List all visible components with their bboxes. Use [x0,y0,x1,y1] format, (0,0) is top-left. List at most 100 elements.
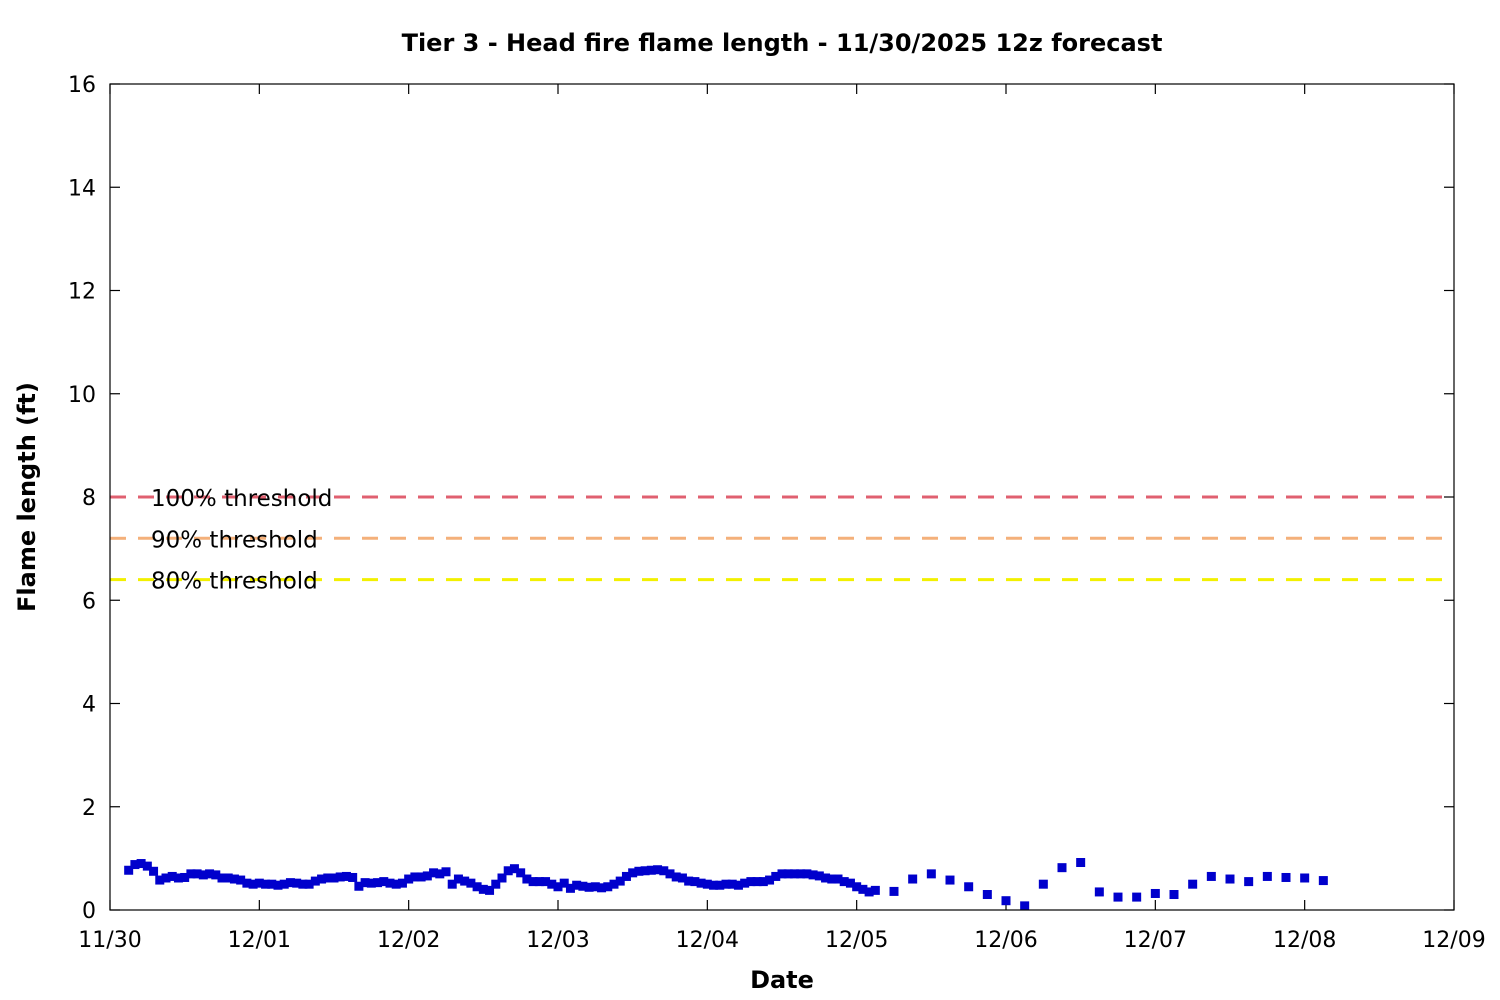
data-point [192,869,202,879]
x-tick-label: 12/04 [676,928,739,953]
data-point [161,873,171,883]
data-point [964,882,974,892]
data-point [317,874,327,884]
data-point [1057,863,1067,873]
data-point [397,878,407,888]
data-point [130,860,140,870]
data-point [1300,873,1310,883]
data-point [684,876,694,886]
x-tick-label: 12/09 [1422,928,1485,953]
y-tick-label: 4 [82,693,96,718]
threshold-label: 90% threshold [151,527,318,553]
data-point [360,878,370,888]
data-point [677,873,687,883]
y-axis-ticks: 0 2 4 6 8 10 12 14 16 [68,73,1454,924]
data-point [441,867,451,877]
data-point [279,879,289,889]
data-point [665,869,675,879]
y-tick-label: 14 [68,176,96,201]
data-point [553,882,563,892]
data-point [229,874,239,884]
chart-title: Tier 3 - Head fire flame length - 11/30/… [402,29,1163,57]
data-point [634,866,644,876]
data-point [261,879,271,889]
data-point [802,869,812,879]
data-point [466,878,476,888]
data-point [659,866,669,876]
data-point [821,873,831,883]
data-point [341,871,351,881]
data-point [248,879,258,889]
data-point [889,886,899,896]
data-point [254,878,264,888]
data-point [205,869,215,879]
threshold-label: 100% threshold [151,486,332,512]
data-point [690,877,700,887]
y-tick-label: 10 [68,383,96,408]
data-point [149,866,159,876]
data-point [752,877,762,887]
plot-border [109,83,1455,911]
data-point [285,878,295,888]
data-point [497,873,507,883]
data-point [945,875,955,885]
data-point [429,868,439,878]
data-point [509,864,519,874]
data-point [348,872,358,882]
data-point [1169,890,1179,900]
data-point [1094,887,1104,897]
y-axis-title: Flame length (ft) [13,382,41,612]
data-point [572,880,582,890]
y-tick-label: 16 [68,73,96,98]
data-point [136,859,146,869]
data-point [1076,858,1086,868]
data-point [727,879,737,889]
data-point [615,876,625,886]
x-tick-label: 12/07 [1124,928,1187,953]
y-tick-label: 6 [82,589,96,614]
data-point [653,865,663,875]
data-point [1188,879,1198,889]
data-point [1001,896,1011,906]
data-point [478,884,488,894]
data-point [609,879,619,889]
data-point [1150,888,1160,898]
y-tick-label: 8 [82,486,96,511]
data-point [472,882,482,892]
data-point [453,874,463,884]
data-point [715,880,725,890]
data-point [435,869,445,879]
data-point [534,877,544,887]
data-point [485,885,495,895]
data-point [186,869,196,879]
data-point [746,877,756,887]
data-point [155,875,165,885]
data-point [298,879,308,889]
data-point [1225,874,1235,884]
data-point [379,877,389,887]
x-tick-label: 12/02 [377,928,440,953]
data-point [789,869,799,879]
data-point [1206,871,1216,881]
data-point [733,880,743,890]
data-point [211,870,221,880]
data-point [864,887,874,897]
data-point [603,882,613,892]
data-point [565,883,575,893]
data-point [142,861,152,871]
data-point [273,880,283,890]
data-point [528,877,538,887]
data-point [385,878,395,888]
data-point [758,877,768,887]
data-point [373,878,383,888]
x-tick-label: 11/30 [78,928,141,953]
y-tick-label: 12 [68,280,96,305]
data-point [541,877,551,887]
data-point [1038,879,1048,889]
data-point [709,880,719,890]
data-point [180,872,190,882]
data-point [503,866,513,876]
data-point [926,869,936,879]
data-point [721,879,731,889]
data-point [1113,892,1123,902]
